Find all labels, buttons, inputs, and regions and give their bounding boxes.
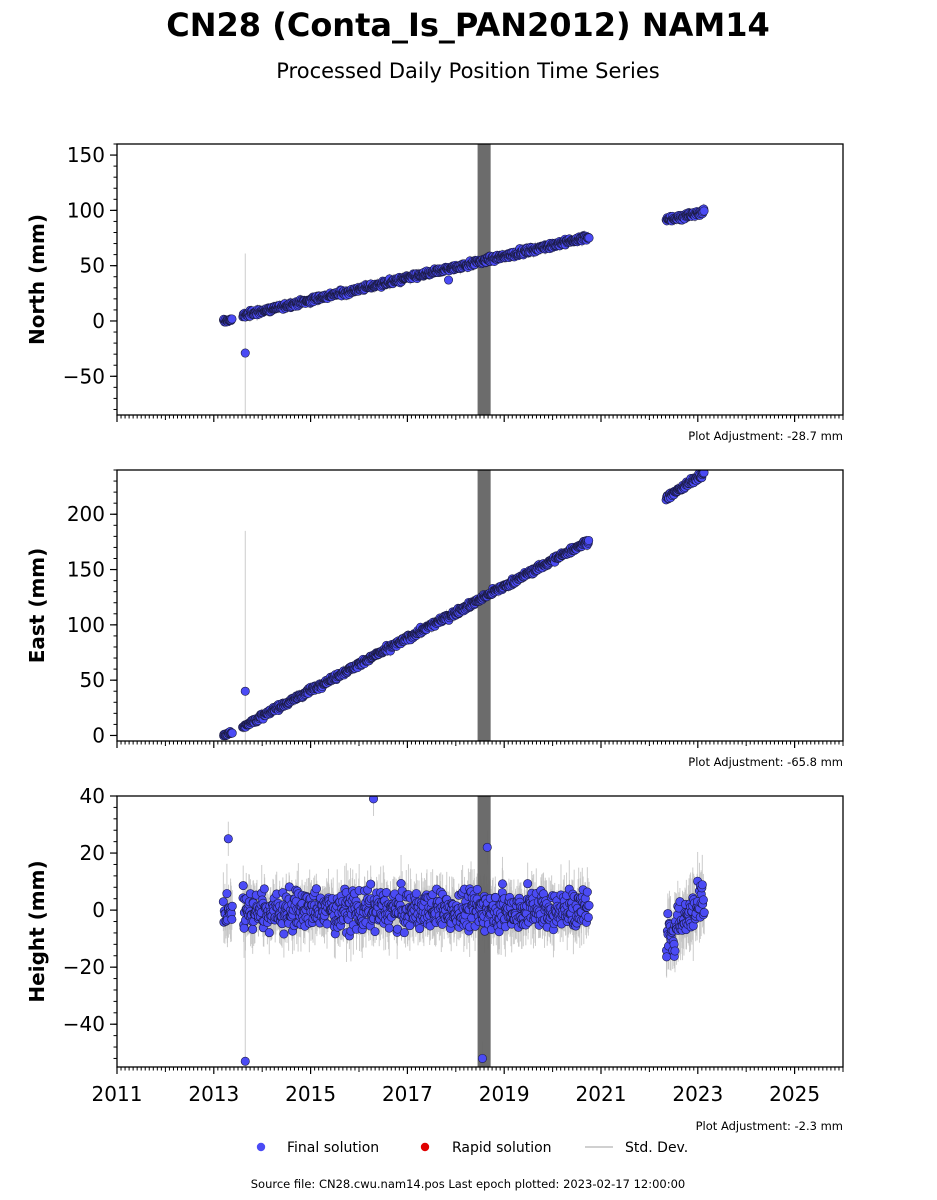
final-solution-point <box>227 914 237 924</box>
std-dev-bars <box>222 796 705 1067</box>
final-solution-points <box>219 204 709 358</box>
final-solution-point <box>238 881 248 891</box>
y-tick-label: 50 <box>80 254 105 278</box>
std-dev-band <box>477 470 491 741</box>
plot-area <box>218 796 709 1067</box>
plot-area <box>219 144 709 415</box>
final-solution-point <box>227 728 237 738</box>
final-solution-point <box>444 275 454 285</box>
y-axis-label: North (mm) <box>25 214 49 345</box>
final-solution-point <box>584 233 594 243</box>
y-tick-label: −50 <box>63 364 105 388</box>
chart-title: CN28 (Conta_Is_PAN2012) NAM14 <box>166 6 769 44</box>
chart-subtitle: Processed Daily Position Time Series <box>276 59 660 83</box>
y-tick-label: 100 <box>67 198 105 222</box>
y-tick-label: 100 <box>67 613 105 637</box>
final-solution-point <box>222 889 232 899</box>
y-tick-label: 150 <box>67 143 105 167</box>
final-solution-point <box>239 923 249 933</box>
panel-1: −50 0 50 100 150 North (mm) Plot Adjustment: -… <box>25 143 844 443</box>
y-tick-label: 0 <box>92 723 105 747</box>
panel-2: 0 50 100 150 200 East (mm) Plot Adjustment: -6… <box>25 469 844 769</box>
panels: −50 0 50 100 150 North (mm) Plot Adjustment: -… <box>25 143 844 1133</box>
final-solution-point <box>699 206 709 216</box>
plot-area <box>219 470 709 741</box>
y-tick-label: 0 <box>92 309 105 333</box>
final-solution-points <box>218 796 709 1066</box>
final-solution-point <box>227 901 237 911</box>
final-solution-point <box>240 686 250 696</box>
final-solution-point <box>240 348 250 358</box>
final-solution-points <box>219 470 709 741</box>
y-tick-label: 50 <box>80 668 105 692</box>
y-tick-label: 150 <box>67 558 105 582</box>
final-solution-point <box>584 535 594 545</box>
y-tick-label: 200 <box>67 502 105 526</box>
y-axis-label: East (mm) <box>25 548 49 664</box>
std-dev-band <box>477 144 491 415</box>
final-solution-point <box>699 470 709 478</box>
plot-adjustment: Plot Adjustment: -28.7 mm <box>688 429 843 443</box>
plot-adjustment: Plot Adjustment: -65.8 mm <box>688 755 843 769</box>
final-solution-point <box>218 897 228 907</box>
final-solution-point <box>227 314 237 324</box>
std-dev-bars <box>223 470 705 741</box>
final-solution-point <box>248 924 258 934</box>
